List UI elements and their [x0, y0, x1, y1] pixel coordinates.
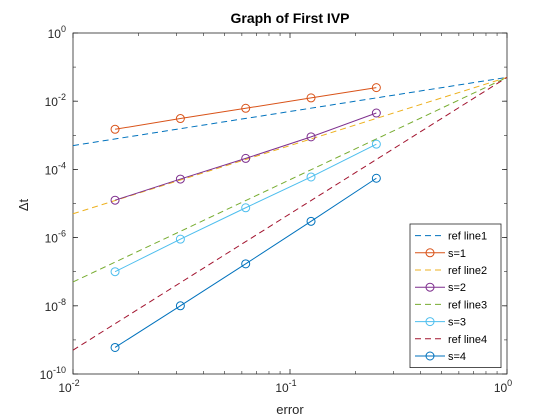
legend-entry: s=4: [415, 351, 466, 363]
data-point: [110, 342, 120, 352]
data-point: [110, 124, 120, 134]
x-tick-label: 100: [494, 378, 512, 395]
legend-box: [409, 223, 502, 369]
chart-title: Graph of First IVP: [230, 10, 349, 26]
legend-entry: s=1: [415, 248, 466, 260]
series-ref-line1: [72, 76, 508, 147]
data-point: [241, 103, 251, 113]
y-tick-label: 10-6: [45, 229, 66, 246]
series-line: [114, 177, 377, 348]
series-line: [114, 87, 377, 130]
data-point: [175, 301, 185, 311]
legend-label: s=2: [448, 282, 466, 294]
series-s-2: [110, 108, 381, 205]
legend-entry: s=3: [415, 317, 466, 329]
data-point: [371, 108, 381, 118]
legend-entry: ref line4: [415, 334, 487, 346]
series-s-1: [110, 83, 381, 134]
legend-marker: [425, 282, 435, 292]
legend-entry: s=2: [415, 282, 466, 294]
data-point: [306, 172, 316, 182]
data-point: [241, 203, 251, 213]
legend: ref line1 s=1 ref line2 s=2 ref line3 s=3 ref …: [409, 223, 502, 369]
data-point: [241, 153, 251, 163]
reference-line: [72, 76, 508, 215]
legend-label: ref line3: [448, 299, 487, 311]
legend-label: ref line4: [448, 334, 487, 346]
series-line: [114, 112, 377, 201]
legend-entry: ref line2: [415, 265, 487, 277]
y-tick-label: 10-2: [45, 92, 66, 109]
data-point: [371, 83, 381, 93]
ticks-layer: 10-2 10-1 100 10-10 10-8 10-6 10-4 10-2 100: [40, 24, 513, 395]
series-ref-line4: [72, 76, 508, 351]
series-s-3: [110, 139, 381, 277]
y-tick-label: 10-8: [45, 297, 66, 314]
data-point: [110, 267, 120, 277]
data-point: [241, 259, 251, 269]
data-point: [371, 139, 381, 149]
legend-marker: [425, 351, 435, 361]
legend-label: ref line1: [448, 231, 487, 243]
y-axis-label: Δt: [16, 198, 31, 211]
series-s-4: [110, 173, 381, 352]
legend-label: s=3: [448, 317, 466, 329]
legend-marker: [425, 317, 435, 327]
data-point: [306, 216, 316, 226]
legend-label: ref line2: [448, 265, 487, 277]
data-point: [110, 195, 120, 205]
series-ref-line2: [72, 76, 508, 215]
y-tick-label: 100: [48, 24, 66, 41]
data-point: [371, 173, 381, 183]
legend-entry: ref line3: [415, 299, 487, 311]
x-tick-label: 10-1: [275, 378, 296, 395]
series-layer: [72, 76, 508, 352]
data-point: [306, 132, 316, 142]
data-point: [306, 93, 316, 103]
x-axis-label: error: [276, 402, 304, 417]
legend-marker: [425, 248, 435, 258]
data-point: [175, 114, 185, 124]
reference-line: [72, 76, 508, 147]
data-point: [175, 234, 185, 244]
legend-label: s=4: [448, 351, 466, 363]
y-tick-label: 10-4: [45, 160, 66, 177]
series-line: [114, 143, 377, 273]
reference-line: [72, 76, 508, 351]
y-tick-label: 10-10: [40, 365, 66, 382]
legend-entry: ref line1: [415, 231, 487, 243]
legend-label: s=1: [448, 248, 466, 260]
data-point: [175, 174, 185, 184]
x-tick-label: 10-2: [58, 378, 79, 395]
